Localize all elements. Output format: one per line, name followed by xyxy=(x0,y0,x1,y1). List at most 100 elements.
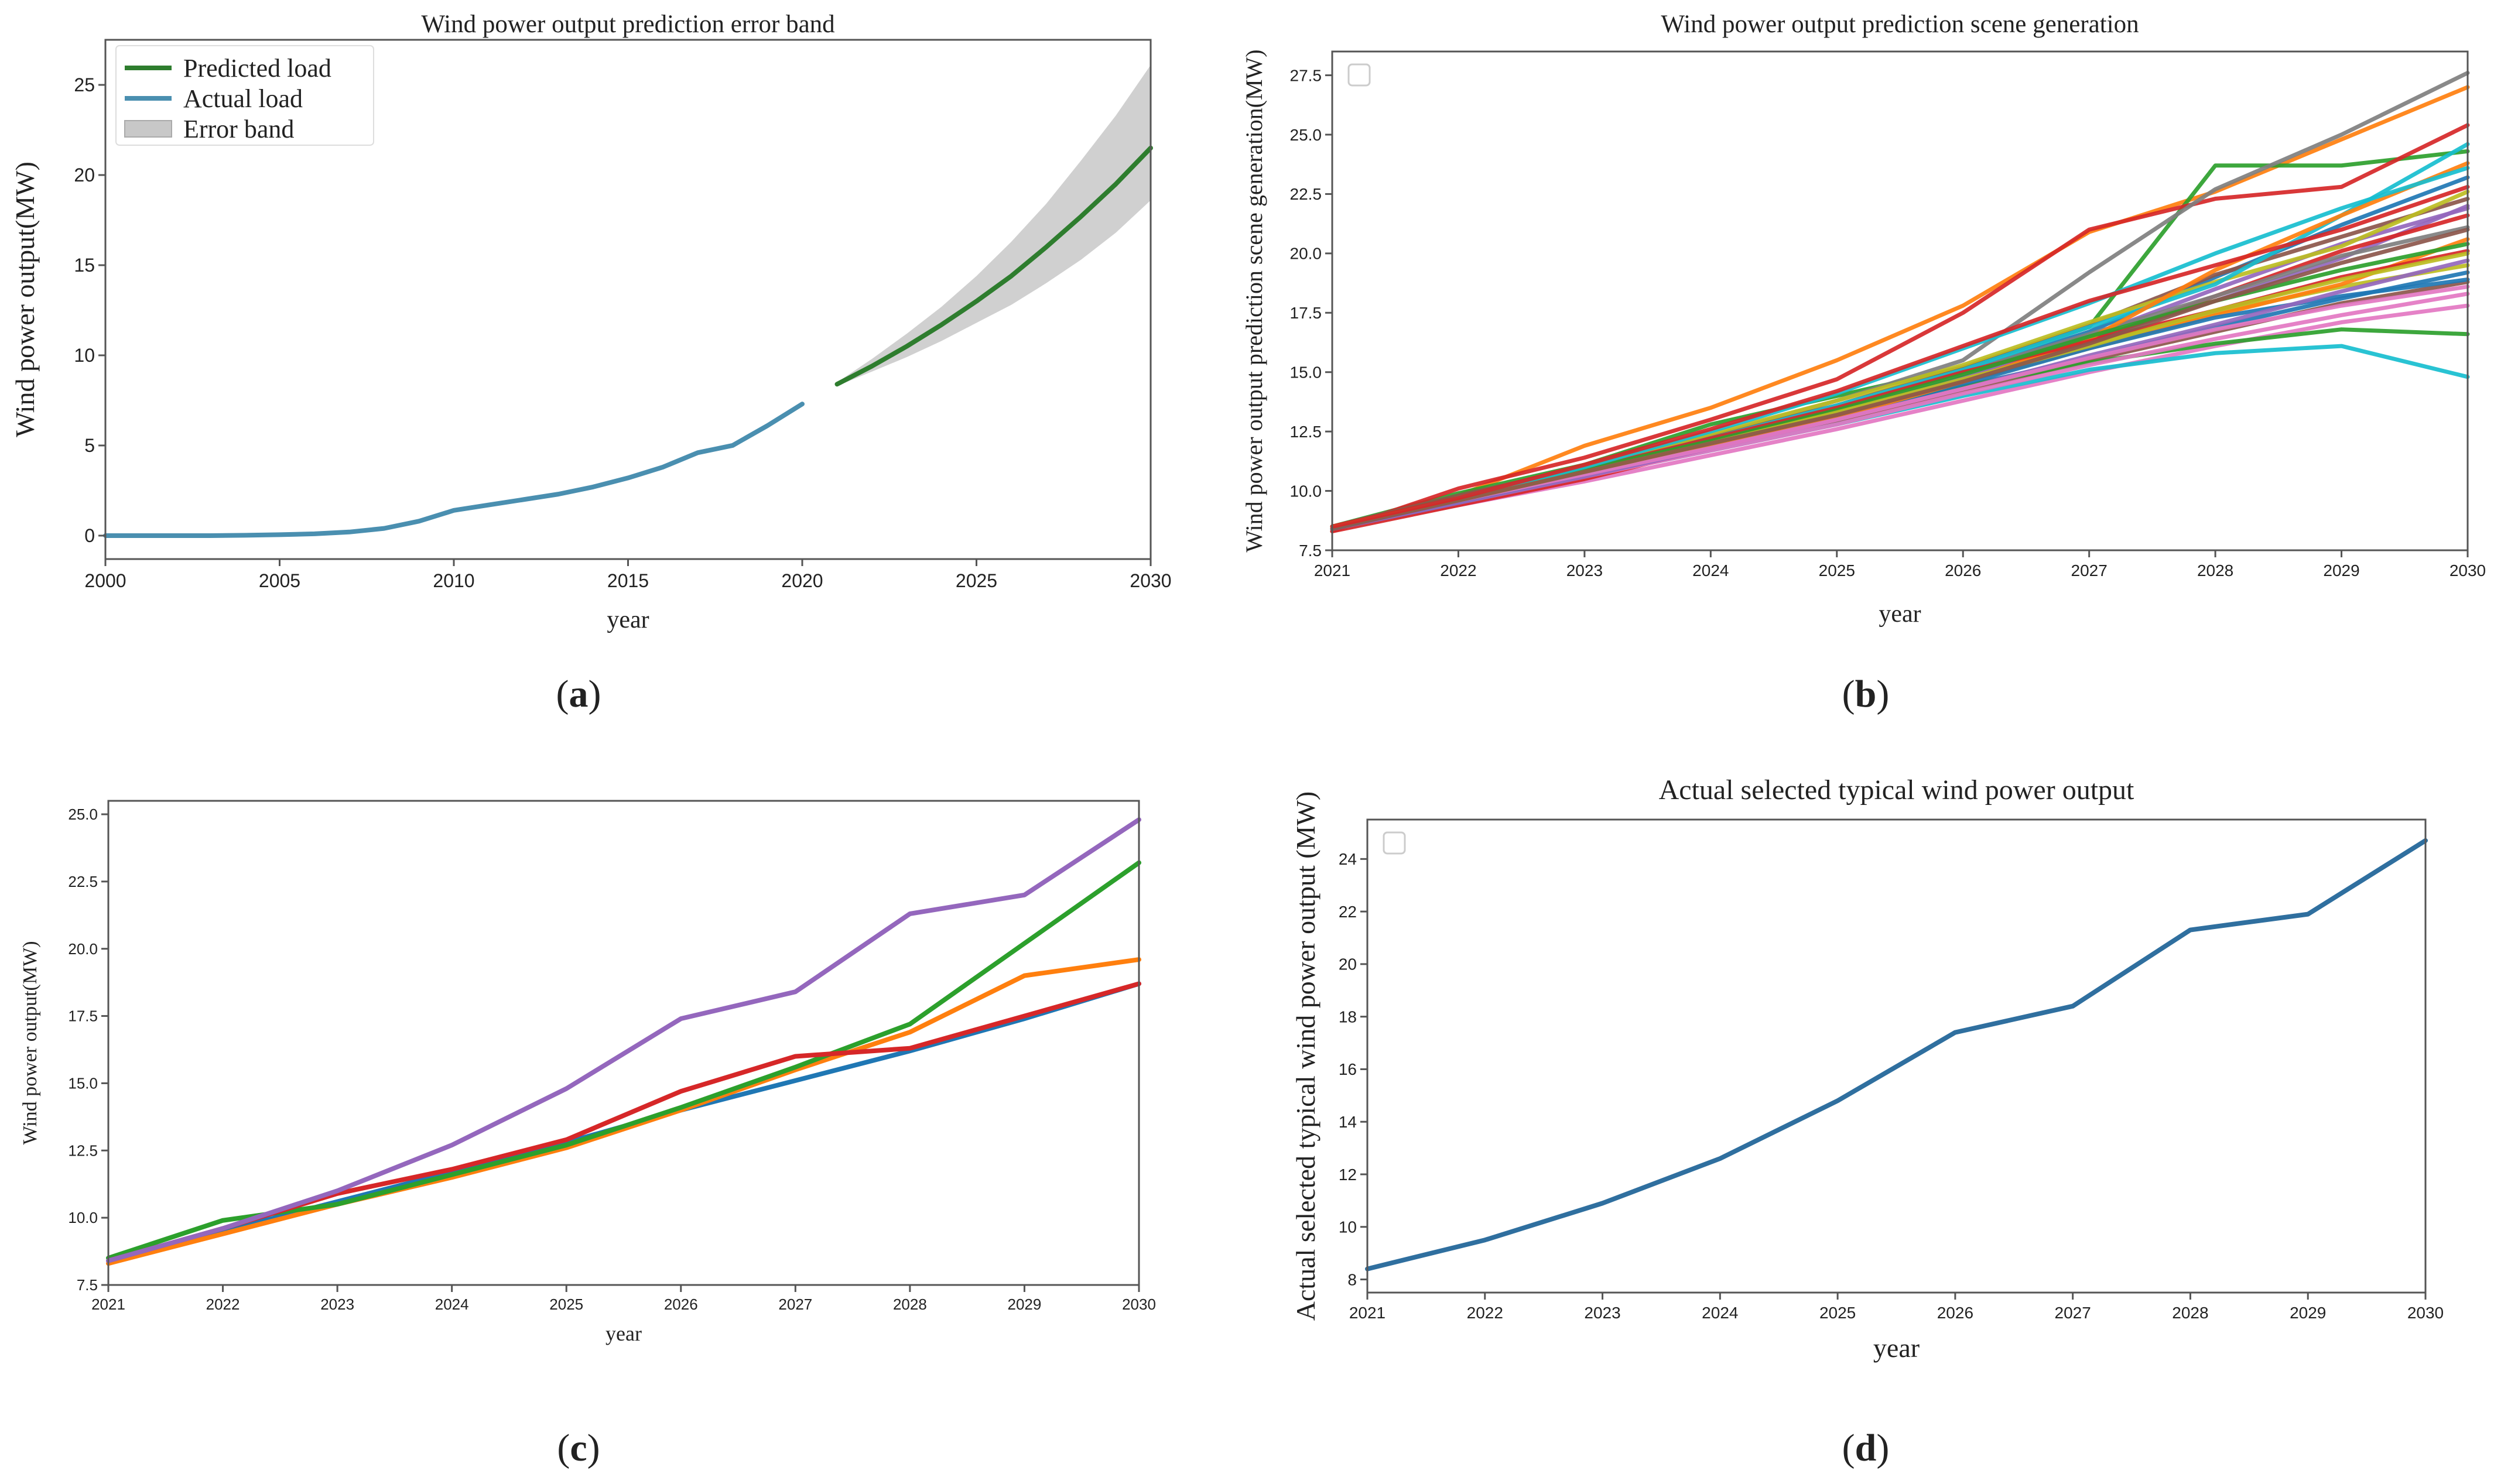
x-tick-label: 2026 xyxy=(1937,1304,1973,1322)
x-tick-label: 2028 xyxy=(2197,561,2233,580)
chart-title: Wind power output prediction error band xyxy=(421,11,834,38)
x-tick-label: 2026 xyxy=(664,1295,698,1313)
x-axis-label: year xyxy=(1879,601,1921,628)
y-tick-label: 17.5 xyxy=(68,1007,98,1025)
series-line-scene-5 xyxy=(106,817,1141,1263)
plot-frame xyxy=(1331,50,2469,551)
y-tick-label: 22.5 xyxy=(68,873,98,890)
x-tick-label: 2020 xyxy=(781,570,823,591)
y-tick-label: 22 xyxy=(1339,903,1357,921)
legend-box xyxy=(115,45,374,146)
x-tick-label: 2000 xyxy=(84,570,126,591)
legend-label: Predicted load xyxy=(183,54,331,83)
panel-caption-c: (c) xyxy=(557,1427,600,1469)
y-tick-label: 16 xyxy=(1339,1060,1357,1078)
y-tick-label: 15.0 xyxy=(68,1075,98,1092)
y-tick-label: 20 xyxy=(1339,955,1357,974)
series-line-scene-8 xyxy=(1330,71,2470,529)
x-tick-label: 2023 xyxy=(320,1295,354,1313)
y-tick-label: 12 xyxy=(1339,1166,1357,1184)
legend-label: Error band xyxy=(183,115,294,143)
x-tick-label: 2030 xyxy=(1130,570,1171,591)
x-tick-label: 2024 xyxy=(1702,1304,1738,1322)
y-axis-label: Wind power output prediction scene gener… xyxy=(1241,49,1267,552)
error-band xyxy=(837,65,1151,386)
chart-title: Wind power output prediction scene gener… xyxy=(1661,11,2139,38)
plot-frame xyxy=(1366,818,2427,1294)
y-tick-label: 8 xyxy=(1347,1270,1357,1288)
panel-c: 2021 2022 2023 2024 2025 2026 2027 2028 2029 2030… xyxy=(19,800,1156,1345)
y-tick-label: 10 xyxy=(1339,1218,1357,1236)
y-tick-label: 20.0 xyxy=(1290,245,1322,263)
y-tick-label: 10 xyxy=(74,345,95,366)
series-line-scene-3 xyxy=(106,860,1141,1261)
y-tick-label: 7.5 xyxy=(77,1276,98,1294)
y-tick-label: 5 xyxy=(84,435,95,456)
x-tick-label: 2025 xyxy=(1819,1304,1856,1322)
x-tick-label: 2030 xyxy=(2449,561,2486,580)
x-tick-label: 2024 xyxy=(1692,561,1729,580)
x-tick-label: 2025 xyxy=(549,1295,583,1313)
series-line-scene-3 xyxy=(1330,149,2470,529)
x-tick-label: 2023 xyxy=(1566,561,1603,580)
series-line-predicted-load xyxy=(834,145,1153,387)
y-tick-label: 17.5 xyxy=(1290,304,1322,322)
y-axis-label: Actual selected typical wind power outpu… xyxy=(1291,791,1320,1321)
legend-label: Actual load xyxy=(183,84,303,113)
x-tick-label: 2029 xyxy=(2323,561,2359,580)
x-tick-label: 2028 xyxy=(2172,1304,2208,1322)
x-axis-label: year xyxy=(607,606,649,633)
y-tick-label: 10.0 xyxy=(68,1209,98,1226)
y-tick-label: 20 xyxy=(74,164,95,186)
y-tick-label: 24 xyxy=(1339,850,1357,868)
x-tick-label: 2030 xyxy=(1122,1295,1156,1313)
panel-a: Wind power output prediction error band 2… xyxy=(10,11,1172,633)
panel-caption-b: (b) xyxy=(1842,673,1890,715)
series-line-scene-30 xyxy=(1330,184,2470,529)
y-tick-label: 25 xyxy=(74,74,95,95)
y-tick-label: 14 xyxy=(1339,1113,1357,1131)
x-tick-label: 2022 xyxy=(1467,1304,1503,1322)
x-tick-label: 2027 xyxy=(778,1295,812,1313)
series-line-actual-load xyxy=(103,402,805,538)
y-tick-label: 15 xyxy=(74,255,95,276)
x-tick-label: 2021 xyxy=(1349,1304,1385,1322)
panel-caption-a: (a) xyxy=(556,673,601,715)
x-tick-label: 2028 xyxy=(893,1295,927,1313)
y-tick-label: 25.0 xyxy=(1290,126,1322,144)
y-axis-label: Wind power output(MW) xyxy=(10,162,40,437)
y-tick-label: 22.5 xyxy=(1290,185,1322,203)
y-tick-label: 18 xyxy=(1339,1007,1357,1026)
x-tick-label: 2025 xyxy=(956,570,997,591)
y-tick-label: 7.5 xyxy=(1299,541,1322,560)
x-tick-label: 2030 xyxy=(2407,1304,2444,1322)
x-tick-label: 2015 xyxy=(607,570,649,591)
legend-box xyxy=(1383,831,1406,855)
y-tick-label: 20.0 xyxy=(68,940,98,958)
x-tick-label: 2010 xyxy=(433,570,474,591)
series-line-scene-29 xyxy=(1330,227,2470,531)
x-tick-label: 2027 xyxy=(2071,561,2108,580)
y-tick-label: 25.0 xyxy=(68,806,98,823)
series-line-scene-4 xyxy=(1330,123,2470,534)
y-tick-label: 10.0 xyxy=(1290,482,1322,500)
panel-caption-d: (d) xyxy=(1842,1427,1890,1469)
y-tick-label: 12.5 xyxy=(1290,423,1322,441)
y-axis-label: Wind power output(MW) xyxy=(19,941,41,1144)
x-axis-label: year xyxy=(605,1322,642,1345)
x-tick-label: 2029 xyxy=(2290,1304,2326,1322)
x-tick-label: 2024 xyxy=(435,1295,469,1313)
series-line-scene-2 xyxy=(106,957,1141,1266)
x-tick-label: 2022 xyxy=(1440,561,1476,580)
y-tick-label: 12.5 xyxy=(68,1142,98,1159)
y-tick-label: 27.5 xyxy=(1290,66,1322,84)
x-tick-label: 2029 xyxy=(1008,1295,1042,1313)
legend-box xyxy=(1347,63,1371,87)
chart-title: Actual selected typical wind power outpu… xyxy=(1659,774,2134,806)
legend-swatch xyxy=(124,120,172,138)
x-tick-label: 2021 xyxy=(91,1295,125,1313)
x-axis-label: year xyxy=(1873,1333,1920,1363)
x-tick-label: 2027 xyxy=(2055,1304,2091,1322)
